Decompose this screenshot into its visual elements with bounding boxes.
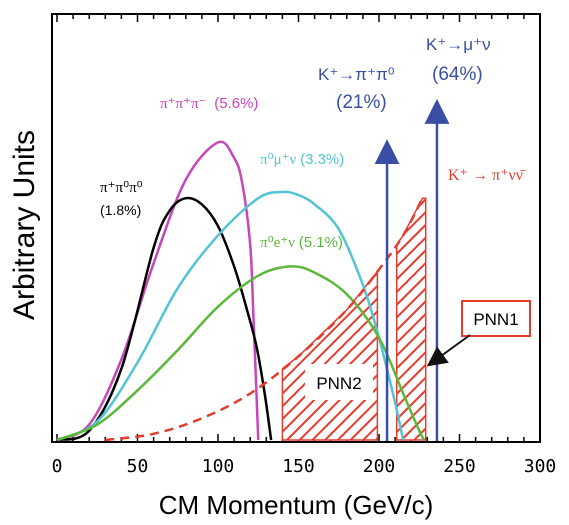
x-tick-label: 100 xyxy=(202,456,235,477)
label-pi0-e-nu-br: (5.1%) xyxy=(299,234,343,251)
pnn1-pointer-arrow xyxy=(426,334,471,367)
label-signal: K⁺ → π⁺νν̄ xyxy=(448,167,526,184)
peak-label-mu-nu: K⁺→μ⁺ν xyxy=(426,35,491,54)
x-tick-labels: 0 50 100 150 200 250 300 xyxy=(52,456,557,477)
two-body-peaks xyxy=(374,98,450,441)
pnn2-box xyxy=(305,364,373,400)
plot-frame xyxy=(51,13,541,443)
signal-region-pnn1 xyxy=(395,197,427,441)
series-line-1 xyxy=(56,196,273,442)
peak-br-mu-nu: (64%) xyxy=(432,64,483,85)
series-line-4 xyxy=(105,197,424,442)
x-tick-label: 50 xyxy=(127,456,149,477)
signal-region-pnn2 xyxy=(281,269,379,441)
label-pi-pi0-pi0-br: (1.8%) xyxy=(100,202,141,218)
x-axis-title: CM Momentum (GeV/c) xyxy=(159,490,434,520)
x-tick-label: 0 xyxy=(52,456,63,477)
y-axis-title: Arbitrary Units xyxy=(8,130,41,320)
series-line-3 xyxy=(56,265,426,442)
x-tick-label: 150 xyxy=(282,456,315,477)
label-pi-pi-pi: π⁺π⁺π⁻ (5.6%) xyxy=(160,95,258,112)
peak-label-pi-pi0: K⁺→π⁺π⁰ xyxy=(318,65,395,84)
pnn1-label: PNN1 xyxy=(473,310,518,329)
pnn1-box xyxy=(461,300,531,337)
pnn2-label: PNN2 xyxy=(316,374,361,393)
x-tick-label: 250 xyxy=(443,456,476,477)
peak-br-pi-pi0: (21%) xyxy=(336,92,387,113)
label-pi-pi0-pi0: π⁺π⁰π⁰ xyxy=(100,180,143,196)
label-pi0-mu-nu: π⁰μ⁺ν (3.3%) xyxy=(260,151,344,168)
label-pi0-e-nu: π⁰e⁺ν (5.1%) xyxy=(260,234,343,251)
label-pi0-e-nu-main: π⁰e⁺ν xyxy=(260,235,295,251)
x-tick-label: 200 xyxy=(363,456,396,477)
x-tick-label: 300 xyxy=(524,456,557,477)
label-pi-pi-pi-br: (5.6%) xyxy=(214,95,258,112)
label-pi-pi0-pi0-main: π⁺π⁰π⁰ xyxy=(100,180,143,196)
label-pi-pi-pi-main: π⁺π⁺π⁻ xyxy=(160,96,206,112)
curves xyxy=(56,140,426,442)
label-pi0-mu-nu-main: π⁰μ⁺ν xyxy=(260,152,297,168)
label-pi0-mu-nu-br: (3.3%) xyxy=(300,151,344,168)
series-line-0 xyxy=(56,140,260,442)
